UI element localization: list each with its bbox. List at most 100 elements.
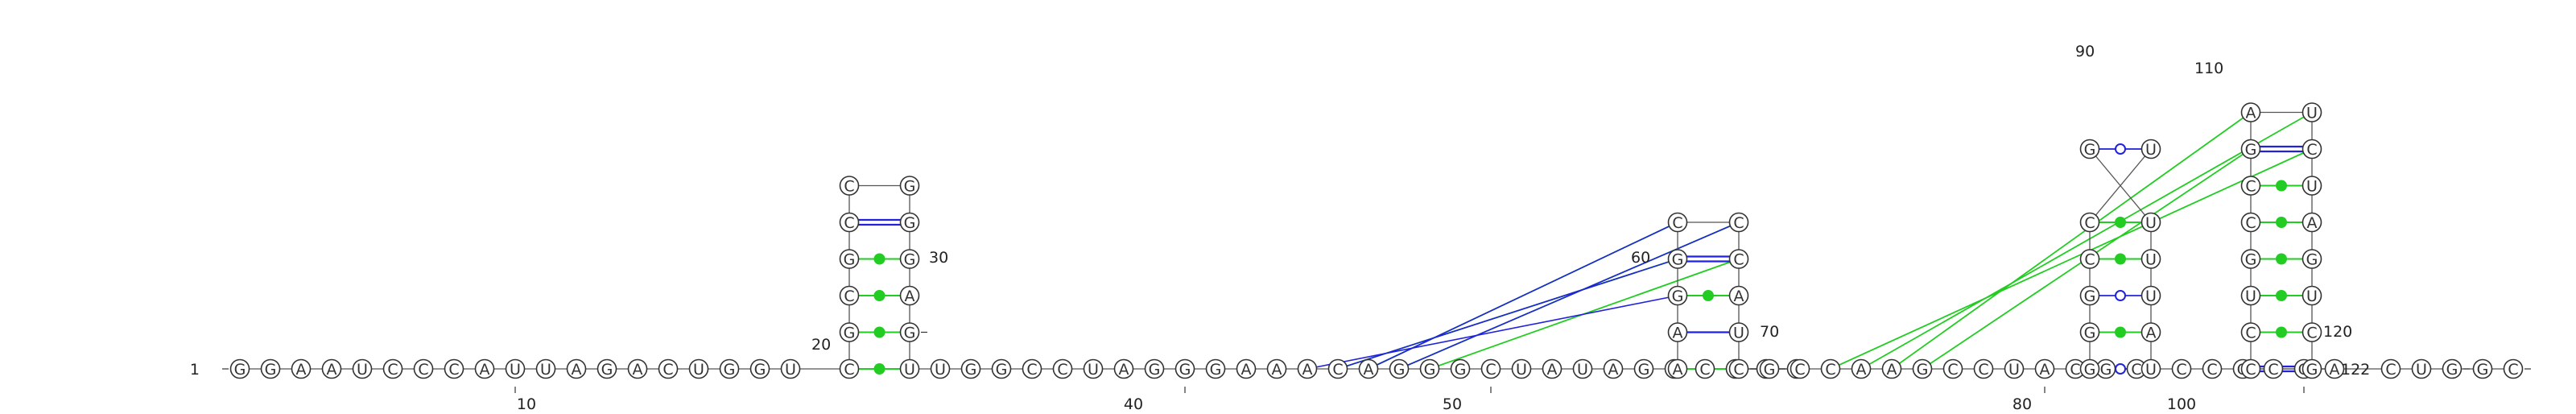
- nucleotide-circle: [1480, 358, 1501, 379]
- nucleotide-circle: [1667, 212, 1688, 233]
- nucleotide: U: [505, 358, 526, 379]
- nucleotide: G: [2079, 322, 2100, 342]
- nucleotide-letter: U: [2245, 288, 2256, 305]
- nucleotide-circle: [2140, 358, 2161, 379]
- nucleotide-letter: U: [357, 361, 368, 379]
- nucleotide-circle: [1667, 358, 1688, 379]
- nucleotide-circle: [1851, 358, 1872, 379]
- nucleotide: C: [382, 358, 403, 379]
- nucleotide-circle: [2140, 322, 2161, 342]
- nucleotide-circle: [1542, 358, 1563, 379]
- nucleotide: G: [597, 358, 617, 379]
- nucleotide-letter: C: [2508, 361, 2518, 379]
- nucleotide: G: [899, 249, 920, 269]
- nucleotide-letter: C: [2176, 361, 2186, 379]
- nucleotide-letter: G: [234, 361, 246, 379]
- position-label-100: 100: [2167, 395, 2196, 413]
- nucleotide: G: [229, 358, 250, 379]
- nucleotide-circle: [1820, 358, 1841, 379]
- nucleotide-letter: G: [2306, 251, 2318, 269]
- nucleotide-circle: [1667, 322, 1688, 342]
- nucleotide-circle: [1511, 358, 1532, 379]
- nucleotide-circle: [2240, 322, 2261, 342]
- nucleotide-letter: C: [1978, 361, 1988, 379]
- nucleotide-circle: [2240, 358, 2261, 379]
- nucleotide-letter: A: [2246, 105, 2256, 122]
- nucleotide: C: [1973, 358, 1994, 379]
- nucleotide-letter: A: [1302, 361, 1313, 379]
- position-label-110: 110: [2194, 60, 2223, 77]
- nucleotide-letter: U: [1088, 361, 1099, 379]
- nucleotide: A: [1603, 358, 1624, 379]
- nucleotide-letter: A: [296, 361, 307, 379]
- nucleotide: G: [1450, 358, 1471, 379]
- nucleotide: G: [839, 322, 860, 342]
- nucleotide-circle: [2079, 139, 2100, 159]
- nucleotide-circle: [2301, 322, 2322, 342]
- nucleotide-circle: [1052, 358, 1073, 379]
- nucleotide-circle: [2079, 249, 2100, 269]
- nucleotide-circle: [749, 358, 770, 379]
- nucleotide: U: [688, 358, 709, 379]
- nucleotide-circle: [960, 358, 981, 379]
- nucleotide: A: [1851, 358, 1872, 379]
- nucleotide: A: [1667, 358, 1688, 379]
- nucleotide: U: [2140, 139, 2161, 159]
- nucleotide: C: [413, 358, 434, 379]
- nucleotide: C: [2380, 358, 2401, 379]
- nucleotide-letter: C: [418, 361, 428, 379]
- nucleotide-letter: A: [905, 288, 915, 305]
- backbone-link: [2089, 148, 2152, 223]
- nucleotide-circle: [2411, 358, 2432, 379]
- nucleotide-letter: C: [2131, 361, 2141, 379]
- nucleotide: A: [1236, 358, 1257, 379]
- nucleotide-letter: U: [540, 361, 551, 379]
- nucleotide: U: [1083, 358, 1104, 379]
- nucleotide-circle: [2240, 176, 2261, 196]
- nucleotide-circle: [1728, 322, 1749, 342]
- nucleotide-circle: [1572, 358, 1593, 379]
- long-range-pair: [1368, 221, 1678, 370]
- nucleotide-letter: C: [1057, 361, 1067, 379]
- nucleotide-letter: G: [724, 361, 736, 379]
- long-range-pair: [1337, 258, 1678, 370]
- pseudoknot-pair: [1891, 111, 2252, 370]
- nucleotide: C: [1327, 358, 1348, 379]
- nucleotide: G: [1419, 358, 1440, 379]
- position-label-90: 90: [2075, 43, 2095, 60]
- noncanonical-pair-marker: [2115, 217, 2126, 228]
- nucleotide: G: [1389, 358, 1410, 379]
- nucleotide: A: [2240, 102, 2261, 122]
- nucleotide-letter: G: [1179, 361, 1191, 379]
- nucleotide-circle: [2240, 102, 2261, 122]
- nucleotide-letter: C: [2306, 141, 2317, 159]
- nucleotide-circle: [535, 358, 556, 379]
- noncanonical-pair-marker: [873, 363, 886, 375]
- nucleotide-letter: G: [2084, 288, 2096, 305]
- nucleotide-circle: [839, 249, 860, 269]
- nucleotide-letter: U: [2306, 105, 2318, 122]
- nucleotide-letter: A: [1734, 288, 1744, 305]
- nucleotide-letter: C: [2070, 361, 2080, 379]
- nucleotide-circle: [382, 358, 403, 379]
- nucleotide-circle: [1266, 358, 1287, 379]
- nucleotide-letter: C: [1672, 214, 1682, 232]
- nucleotide-letter: C: [1026, 361, 1037, 379]
- nucleotide: U: [2140, 285, 2161, 306]
- nucleotide-circle: [2301, 139, 2322, 159]
- nucleotide: G: [839, 249, 860, 269]
- nucleotide-letter: C: [448, 361, 459, 379]
- nucleotide-circle: [2240, 285, 2261, 306]
- nucleotide: A: [291, 358, 312, 379]
- nucleotide-letter: C: [1332, 361, 1343, 379]
- nucleotide-letter: G: [2084, 325, 2096, 342]
- nucleotide: A: [1113, 358, 1134, 379]
- nucleotide-letter: C: [2084, 251, 2095, 269]
- nucleotide: U: [2004, 358, 2025, 379]
- nucleotide-letter: A: [2330, 361, 2340, 379]
- nucleotide: G: [2301, 249, 2322, 269]
- nucleotide-letter: G: [601, 361, 613, 379]
- nucleotide: A: [2301, 212, 2322, 233]
- nucleotide: A: [2034, 358, 2055, 379]
